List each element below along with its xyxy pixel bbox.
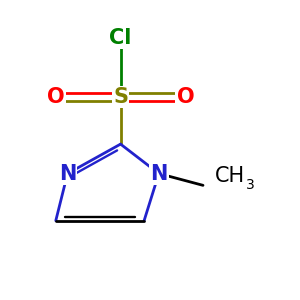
Text: Cl: Cl [110,28,132,48]
Text: O: O [176,87,194,107]
Text: O: O [47,87,64,107]
Text: N: N [59,164,76,184]
Text: CH: CH [215,167,245,187]
Text: N: N [150,164,167,184]
Text: 3: 3 [246,178,254,192]
Text: S: S [113,87,128,107]
